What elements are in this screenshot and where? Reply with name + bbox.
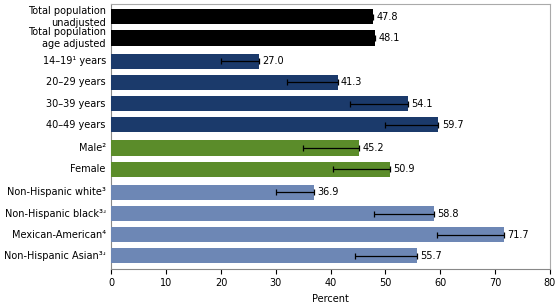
Text: 41.3: 41.3 — [341, 77, 362, 87]
Bar — [111, 117, 438, 132]
Text: 50.9: 50.9 — [394, 164, 415, 174]
X-axis label: Percent: Percent — [312, 294, 349, 304]
Bar — [111, 206, 433, 221]
Bar — [111, 9, 374, 24]
Bar — [111, 227, 504, 242]
Text: 47.8: 47.8 — [376, 12, 398, 22]
Text: 27.0: 27.0 — [263, 56, 284, 66]
Bar — [111, 248, 417, 263]
Bar — [111, 96, 408, 111]
Bar — [111, 75, 338, 90]
Text: 48.1: 48.1 — [378, 33, 400, 43]
Text: 45.2: 45.2 — [362, 143, 384, 153]
Text: 36.9: 36.9 — [317, 187, 338, 197]
Bar — [111, 30, 375, 46]
Bar — [111, 140, 359, 156]
Text: 58.8: 58.8 — [437, 209, 458, 219]
Bar — [111, 185, 314, 200]
Text: 54.1: 54.1 — [411, 99, 432, 109]
Bar — [111, 54, 259, 69]
Text: 59.7: 59.7 — [442, 120, 463, 130]
Text: 55.7: 55.7 — [420, 251, 442, 261]
Text: 71.7: 71.7 — [507, 230, 529, 240]
Bar — [111, 161, 390, 177]
